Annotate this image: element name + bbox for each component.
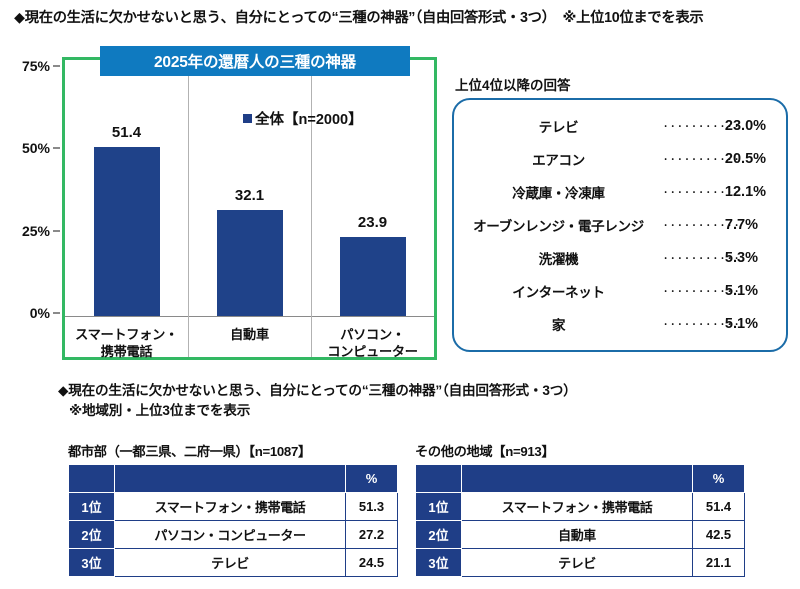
cell-item: スマートフォン・携帯電話 bbox=[461, 492, 693, 521]
axis-baseline bbox=[65, 316, 434, 317]
other-rank-table: % 1位 スマートフォン・携帯電話 51.4 2位 自動車 42.5 3位 テレビ 21.1 bbox=[415, 464, 745, 577]
cell-rank: 1位 bbox=[68, 492, 115, 521]
rank-panel: テレビ ･･･････････ 23.0% エアコン ･･･････････ 20.5% 冷… bbox=[452, 98, 788, 352]
rank-panel-title: 上位4位以降の回答 bbox=[455, 78, 571, 93]
category-label: パソコン・ コンピューター bbox=[327, 327, 418, 360]
section2-heading: ◆現在の生活に欠かせないと思う、自分にとっての“三種の神器”（自由回答形式・3つ… bbox=[58, 381, 577, 420]
bar-value-label: 32.1 bbox=[234, 187, 265, 205]
cell-item: 自動車 bbox=[461, 520, 693, 549]
rank-item-percent: 20.5% bbox=[724, 151, 767, 167]
y-tick-mark bbox=[53, 147, 60, 150]
rank-item-percent: 5.3% bbox=[724, 250, 758, 266]
cell-percent: 21.1 bbox=[692, 548, 745, 577]
table-row: 3位 テレビ 24.5 bbox=[68, 548, 398, 577]
cell-percent: 27.2 bbox=[345, 520, 398, 549]
y-tick-mark bbox=[53, 312, 60, 314]
bar-chart: 0% 25% 50% 75% 51.4 スマートフォン・ 携帯電話 32.1 自動車 23.9 パ… bbox=[0, 40, 445, 365]
rank-item-percent: 12.1% bbox=[724, 184, 767, 200]
cell-rank: 3位 bbox=[68, 548, 115, 577]
rank-item-name: 冷蔵庫・冷凍庫 bbox=[512, 186, 605, 201]
y-tick-label: 50% bbox=[21, 140, 50, 157]
leader-dots: ･･･････････ bbox=[662, 121, 742, 133]
rank-item-name: 洗濯機 bbox=[538, 252, 579, 267]
rank-item-name: インターネット bbox=[512, 285, 605, 300]
urban-rank-table: % 1位 スマートフォン・携帯電話 51.3 2位 パソコン・コンピューター 27.2 3位テ… bbox=[68, 464, 398, 577]
rank-panel-row: エアコン ･･･････････ 20.5% bbox=[454, 143, 786, 175]
chart-legend: 全体【n=2000】 bbox=[243, 108, 363, 129]
rank-item-percent: 5.1% bbox=[724, 316, 758, 332]
table-header-row: % bbox=[415, 464, 745, 493]
cell-item: スマートフォン・携帯電話 bbox=[114, 492, 346, 521]
y-axis: 0% 25% 50% 75% bbox=[0, 40, 62, 321]
bar bbox=[216, 210, 283, 316]
cell-rank: 2位 bbox=[68, 520, 115, 549]
y-tick-label: 0% bbox=[29, 305, 50, 321]
y-tick-mark bbox=[53, 65, 60, 67]
leader-dots: ･･･････････ bbox=[662, 286, 742, 298]
cell-rank: 3位 bbox=[415, 548, 462, 577]
y-tick-mark bbox=[53, 229, 60, 232]
category-label: 自動車 bbox=[230, 327, 269, 342]
table-header-row: % bbox=[68, 464, 398, 493]
header-blank-cell bbox=[415, 464, 462, 493]
legend-label: 全体【n=2000】 bbox=[255, 112, 363, 128]
rank-item-name: オーブンレンジ・電子レンジ bbox=[473, 219, 644, 234]
urban-table-block: 都市部（一都三県、二府一県）【n=1087】 % 1位 スマートフォン・携帯電話 51… bbox=[68, 441, 398, 577]
category-label: スマートフォン・ 携帯電話 bbox=[75, 327, 178, 360]
header-item-cell bbox=[114, 464, 346, 493]
y-tick-label: 25% bbox=[21, 222, 50, 239]
page-title: ◆現在の生活に欠かせないと思う、自分にとっての“三種の神器”（自由回答形式・3つ… bbox=[14, 10, 704, 26]
rank-item-name: エアコン bbox=[532, 153, 585, 168]
rank-item-name: テレビ bbox=[538, 120, 579, 135]
category-divider bbox=[188, 60, 189, 357]
bar bbox=[93, 146, 160, 316]
rank-panel-row: テレビ ･･･････････ 23.0% bbox=[454, 110, 786, 142]
other-table-title: その他の地域【n=913】 bbox=[415, 444, 555, 459]
rank-panel-row: 冷蔵庫・冷凍庫 ･･･････････ 12.1% bbox=[454, 176, 786, 208]
rank-item-percent: 7.7% bbox=[724, 217, 758, 233]
rank-panel-row: 洗濯機 ･･･････････ 5.3% bbox=[454, 242, 786, 274]
cell-rank: 2位 bbox=[415, 520, 462, 549]
header-percent-cell: % bbox=[345, 464, 398, 493]
header-blank-cell bbox=[68, 464, 115, 493]
table-row: 1位 スマートフォン・携帯電話 51.4 bbox=[415, 492, 745, 521]
cell-percent: 51.3 bbox=[345, 492, 398, 521]
chart-banner: 2025年の還暦人の三種の神器 bbox=[100, 46, 410, 76]
section2-heading-line1: ◆現在の生活に欠かせないと思う、自分にとっての“三種の神器”（自由回答形式・3つ… bbox=[58, 383, 577, 398]
bar-value-label: 23.9 bbox=[357, 214, 388, 232]
leader-dots: ･･･････････ bbox=[662, 187, 742, 199]
leader-dots: ･･･････････ bbox=[662, 154, 742, 166]
rank-panel-row: 家 ･･･････････ 5.1% bbox=[454, 308, 786, 340]
other-table-block: その他の地域【n=913】 % 1位 スマートフォン・携帯電話 51.4 2位 自動車 42… bbox=[415, 441, 745, 577]
rank-item-name: 家 bbox=[551, 318, 566, 333]
cell-percent: 24.5 bbox=[345, 548, 398, 577]
cell-percent: 42.5 bbox=[692, 520, 745, 549]
leader-dots: ･･･････････ bbox=[662, 220, 742, 232]
cell-rank: 1位 bbox=[415, 492, 462, 521]
rank-panel-row: インターネット ･･･････････ 5.1% bbox=[454, 275, 786, 307]
rank-item-percent: 23.0% bbox=[724, 118, 767, 134]
rank-panel-row: オーブンレンジ・電子レンジ ･･･････････ 7.7% bbox=[454, 209, 786, 241]
plot-area: 51.4 スマートフォン・ 携帯電話 32.1 自動車 23.9 パソコン・ コンピューター bbox=[62, 57, 437, 360]
table-row: 2位 自動車 42.5 bbox=[415, 520, 745, 549]
cell-percent: 51.4 bbox=[692, 492, 745, 521]
section2-heading-line2: ※地域別・上位3位までを表示 bbox=[69, 402, 251, 418]
category-divider bbox=[311, 60, 312, 357]
y-tick-label: 75% bbox=[21, 58, 50, 74]
header-percent-cell: % bbox=[692, 464, 745, 493]
table-row: 1位 スマートフォン・携帯電話 51.3 bbox=[68, 492, 398, 521]
rank-item-percent: 5.1% bbox=[724, 283, 758, 299]
cell-item: テレビ bbox=[114, 548, 346, 577]
urban-table-title: 都市部（一都三県、二府一県）【n=1087】 bbox=[68, 444, 311, 459]
leader-dots: ･･･････････ bbox=[662, 253, 742, 265]
bar bbox=[339, 237, 406, 316]
legend-swatch-icon bbox=[243, 114, 252, 123]
leader-dots: ･･･････････ bbox=[662, 319, 742, 331]
cell-item: テレビ bbox=[461, 548, 693, 577]
table-row: 2位 パソコン・コンピューター 27.2 bbox=[68, 520, 398, 549]
bar-value-label: 51.4 bbox=[111, 123, 142, 141]
cell-item: パソコン・コンピューター bbox=[114, 520, 346, 549]
table-row: 3位 テレビ 21.1 bbox=[415, 548, 745, 577]
header-item-cell bbox=[461, 464, 693, 493]
